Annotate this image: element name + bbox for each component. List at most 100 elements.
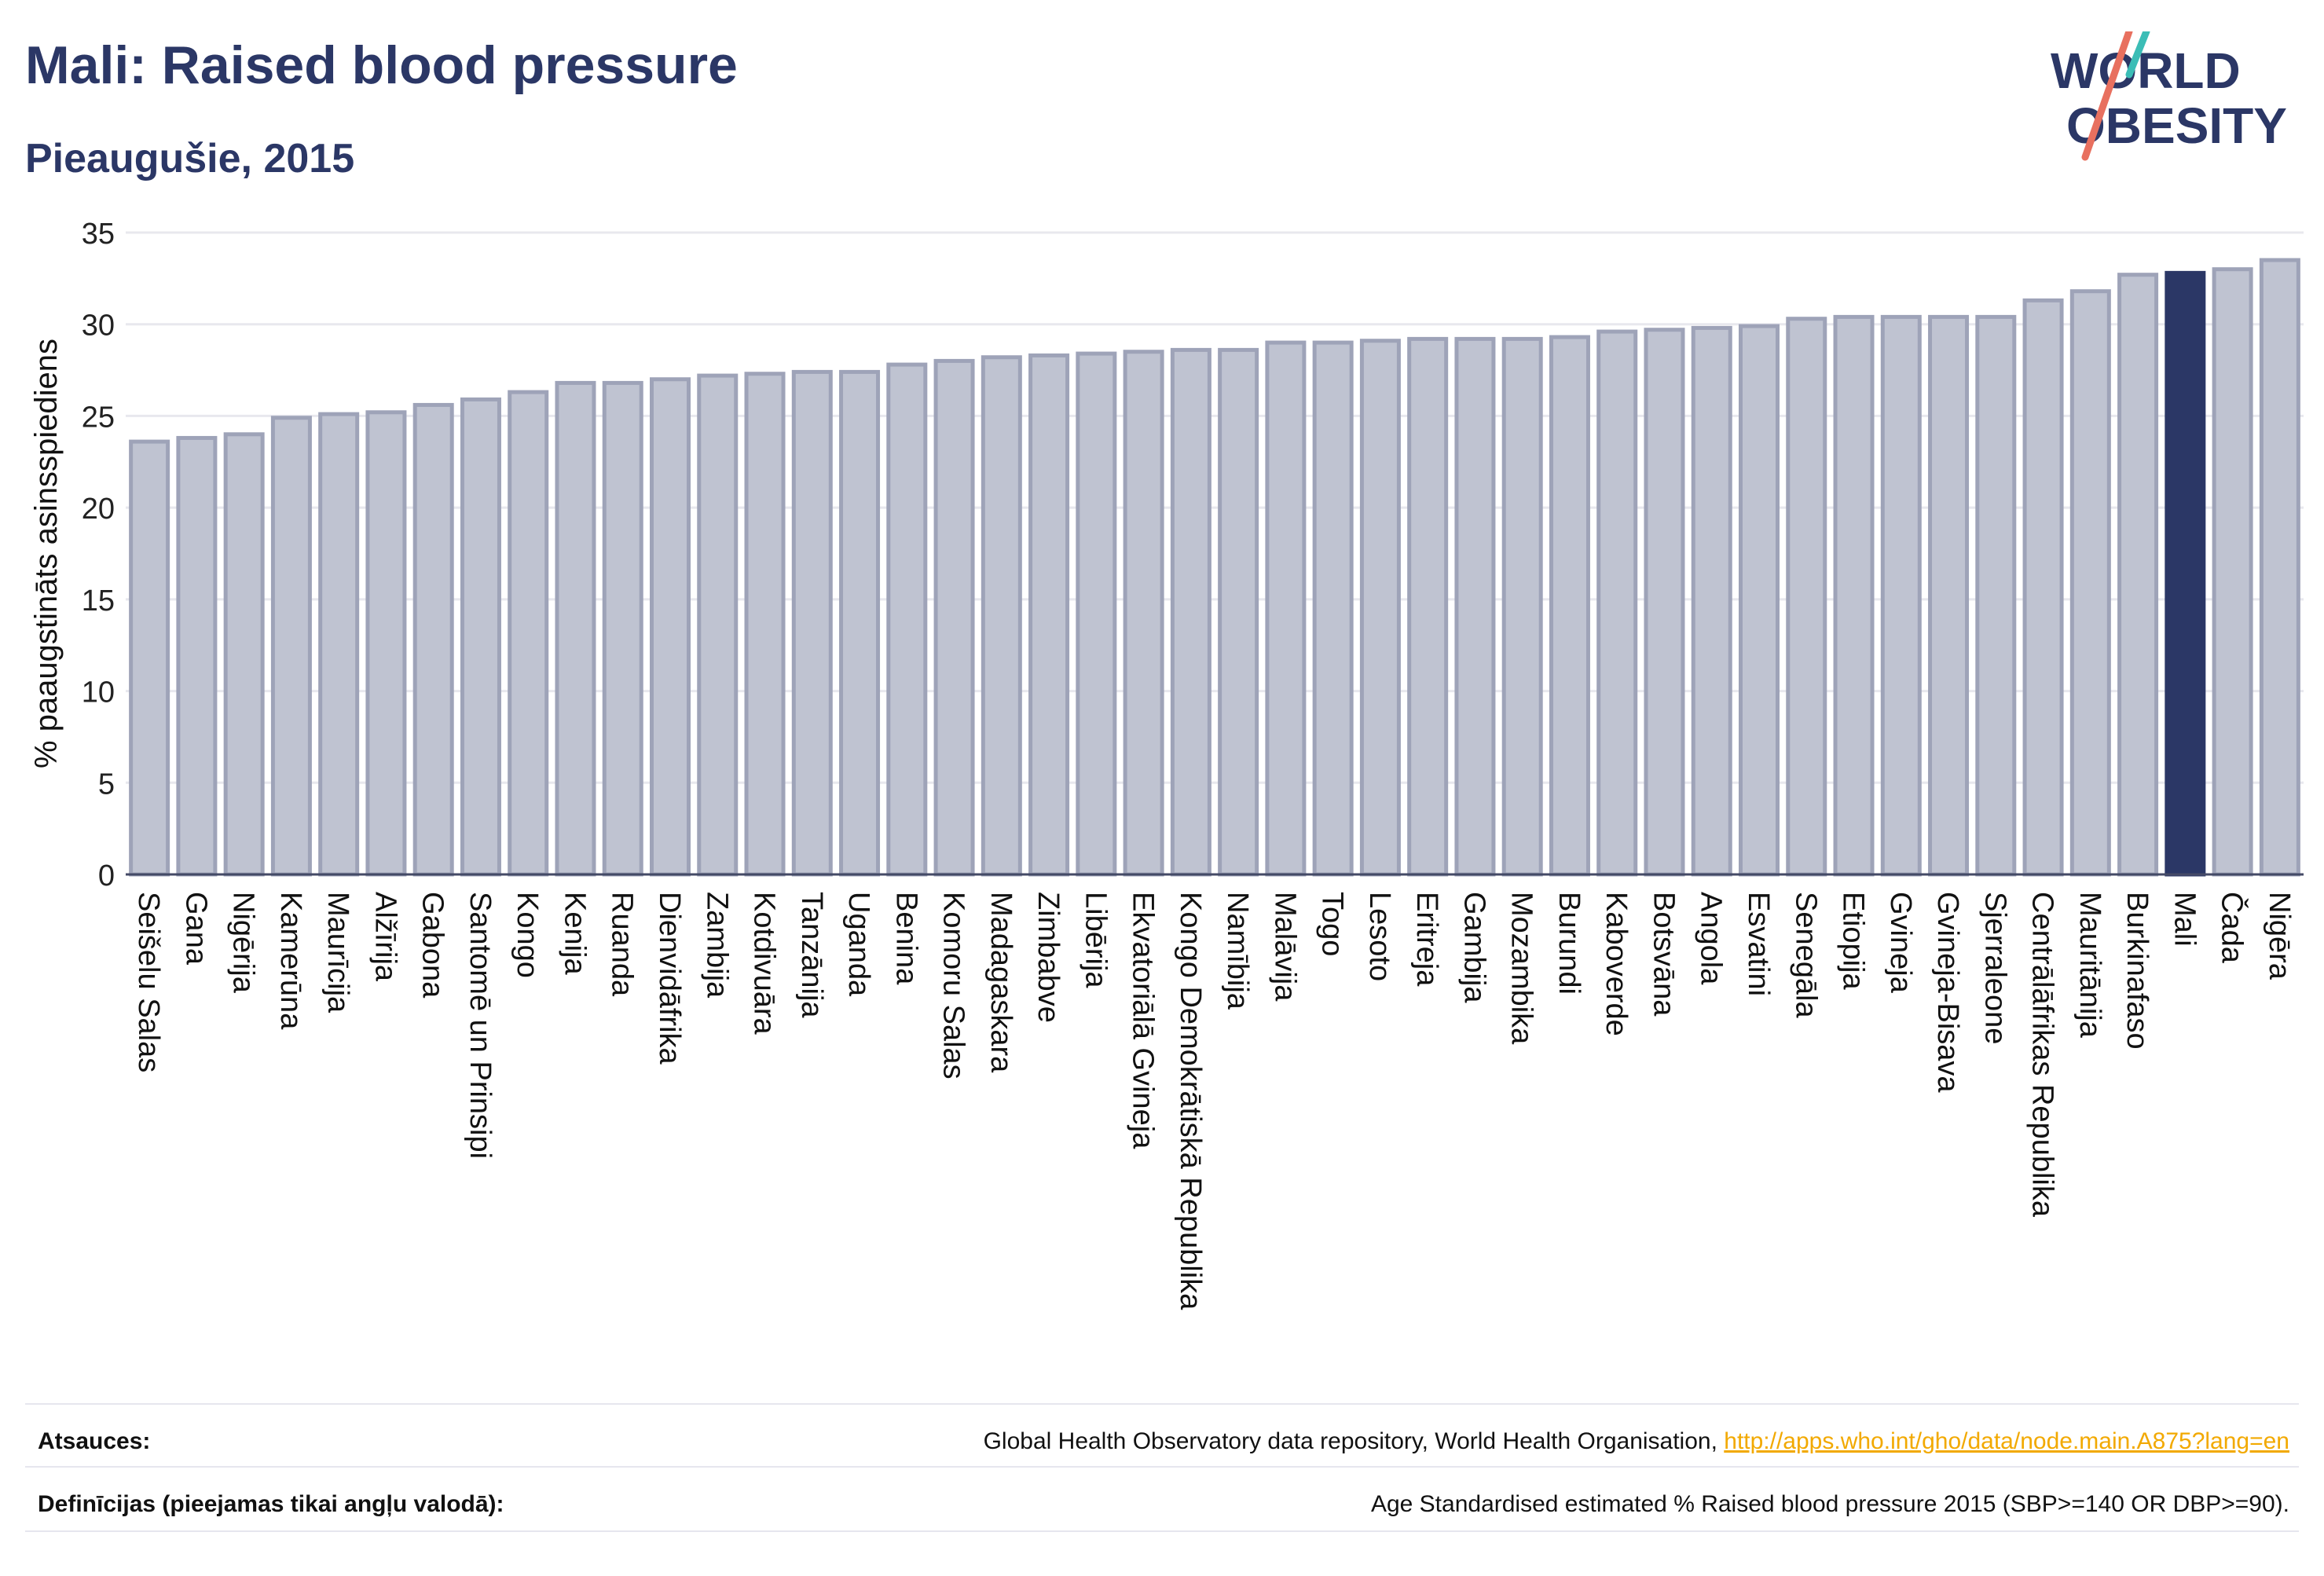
bar-41 — [2022, 298, 2064, 877]
x-tick-label: Lesoto — [1363, 892, 1396, 981]
x-tick-label: Etiopija — [1837, 892, 1870, 990]
bar-28 — [1407, 336, 1449, 877]
bar-17 — [886, 362, 928, 877]
bar-38 — [1880, 314, 1922, 877]
x-tick-label: Nigērija — [227, 892, 260, 994]
bar-10 — [555, 380, 596, 877]
bar-45 — [2212, 267, 2253, 877]
x-tick-label: Malāvija — [1268, 892, 1301, 1002]
x-tick-label: Gvineja-Bisava — [1931, 892, 1964, 1093]
bar-26 — [1312, 340, 1354, 877]
x-tick-label: Mali — [2168, 892, 2201, 947]
x-tick-label: Burundi — [1552, 892, 1585, 995]
y-tick-label: 10 — [82, 676, 115, 709]
bar-9 — [508, 390, 549, 877]
logo-slash-lower — [2081, 31, 2133, 161]
x-tick-label: Gana — [179, 892, 212, 966]
bar-22 — [1123, 350, 1164, 877]
bar-39 — [1928, 314, 1970, 877]
sources-text: Global Health Observatory data repositor… — [983, 1428, 1725, 1454]
x-tick-label: Uganda — [842, 892, 875, 997]
x-tick-label: Komoru Salas — [937, 892, 970, 1079]
bar-25 — [1265, 340, 1307, 877]
page-subtitle: Pieaugušie, 2015 — [25, 136, 355, 181]
x-tick-label: Kongo Demokrātiskā Republika — [1174, 892, 1207, 1310]
bar-12 — [649, 377, 691, 877]
y-tick-label: 0 — [98, 859, 115, 892]
bar-29 — [1454, 336, 1496, 877]
bar-46 — [2259, 258, 2300, 877]
bar-15 — [791, 369, 833, 877]
bar-43 — [2117, 273, 2159, 877]
x-tick-label: Čada — [2216, 892, 2250, 964]
x-tick-label: Gambija — [1457, 892, 1490, 1003]
bar-7 — [412, 402, 454, 877]
x-tick-label: Dienvidāfrika — [653, 892, 686, 1065]
bar-3 — [223, 432, 265, 877]
bar-14 — [744, 372, 786, 877]
bar-chart: 0 5 10 15 20 25 30 35 % paaugstināts asinsspiedi… — [29, 218, 2304, 1310]
bar-44 — [2165, 270, 2206, 877]
bar-1 — [129, 439, 170, 877]
y-axis-label: % paaugstināts asinsspiediens — [29, 339, 64, 768]
bar-36 — [1786, 317, 1827, 877]
x-tick-label: Seišelu Salas — [132, 892, 165, 1072]
x-tick-label: Madagaskara — [984, 892, 1017, 1073]
page-title: Mali: Raised blood pressure — [25, 35, 738, 95]
x-tick-label: Benina — [889, 892, 922, 985]
x-tick-label: Zimbabve — [1032, 892, 1065, 1023]
x-tick-label: Ekvatoriālā Gvineja — [1127, 892, 1160, 1149]
bar-19 — [981, 355, 1022, 877]
definitions-label: Definīcijas (pieejamas tikai angļu valod… — [38, 1491, 504, 1517]
bar-35 — [1738, 324, 1780, 877]
bar-2 — [176, 435, 218, 877]
bar-20 — [1028, 353, 1070, 877]
x-tick-label: Namībija — [1221, 892, 1254, 1010]
x-tick-label: Burkinafaso — [2121, 892, 2154, 1050]
x-tick-label: Alžīrija — [368, 892, 401, 982]
sources-label: Atsauces: — [38, 1428, 151, 1454]
bar-32 — [1596, 329, 1638, 877]
y-tick-label: 25 — [82, 401, 115, 434]
x-tick-label: Senegāla — [1789, 892, 1822, 1018]
x-tick-label: Nigēra — [2263, 892, 2296, 980]
bar-18 — [933, 358, 975, 877]
footer-divider-middle — [25, 1466, 2299, 1468]
y-tick-label: 30 — [82, 310, 115, 343]
x-tick-label: Mozambika — [1505, 892, 1538, 1045]
bar-24 — [1218, 347, 1259, 877]
sources-link[interactable]: http://apps.who.int/gho/data/node.main.A… — [1724, 1428, 2289, 1454]
x-tick-label: Eritreja — [1410, 892, 1443, 987]
bar-33 — [1644, 328, 1685, 877]
x-tick-label: Togo — [1316, 892, 1349, 956]
x-tick-label: Kongo — [511, 892, 544, 978]
x-tick-label: Kaboverde — [1600, 892, 1633, 1036]
x-tick-label: Botsvāna — [1647, 892, 1680, 1017]
x-tick-label: Santomē un Prinsipi — [464, 892, 497, 1159]
x-tick-label: Kenija — [558, 892, 591, 975]
bar-23 — [1170, 347, 1211, 877]
y-tick-label: 15 — [82, 585, 115, 618]
y-tick-label: 20 — [82, 493, 115, 526]
bar-4 — [270, 416, 312, 877]
bar-11 — [602, 380, 643, 877]
x-tick-label: Angola — [1695, 892, 1728, 985]
x-tick-label: Libērija — [1079, 892, 1112, 988]
bar-8 — [460, 397, 501, 877]
bar-16 — [839, 369, 881, 877]
x-tick-label: Kotdivuāra — [748, 892, 781, 1035]
x-tick-label: Centrālāfrikas Republika — [2026, 892, 2059, 1218]
bar-30 — [1501, 336, 1543, 877]
x-tick-label: Sjerraleone — [1978, 892, 2011, 1044]
bar-5 — [318, 412, 360, 877]
bar-37 — [1833, 314, 1875, 877]
footer-divider-bottom — [25, 1530, 2299, 1532]
world-obesity-logo: WORLD OBESITY — [2051, 31, 2287, 161]
x-tick-label: Ruanda — [606, 892, 639, 997]
x-tick-label: Gabona — [416, 892, 449, 999]
bar-31 — [1549, 335, 1590, 877]
x-tick-label: Tanzānija — [795, 892, 828, 1018]
logo-slash-upper — [2125, 31, 2150, 79]
bar-40 — [1975, 314, 2017, 877]
bar-13 — [697, 373, 739, 877]
